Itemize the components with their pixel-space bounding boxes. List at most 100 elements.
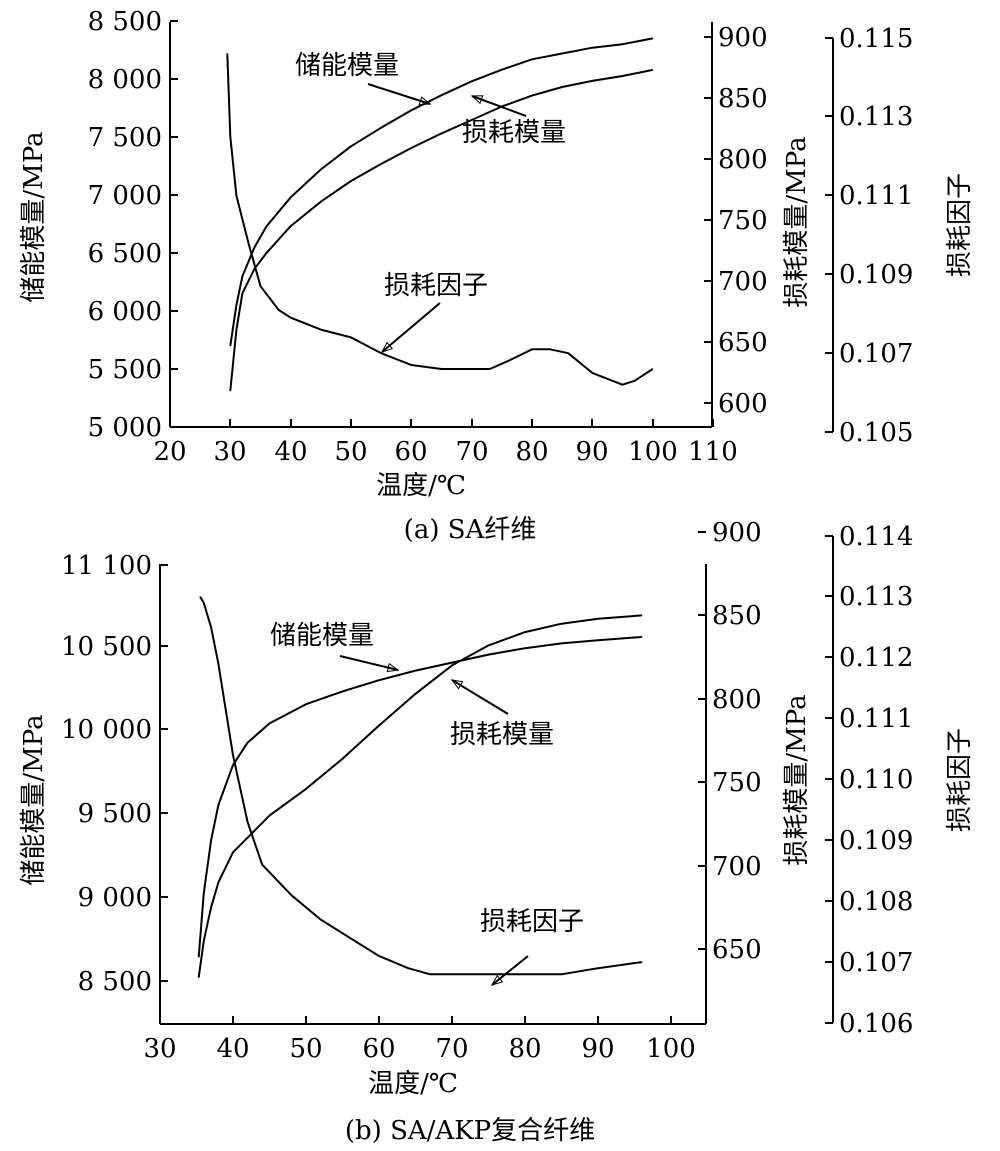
storage-modulus-point (290, 196, 292, 198)
loss-modulus-point (217, 881, 219, 883)
left-tick-label: 5 500 (88, 355, 162, 385)
left-axis-title: 储能模量/MPa (19, 714, 49, 885)
right2-tick-label: 0.107 (839, 948, 913, 978)
storage-modulus-point (501, 69, 503, 71)
right1-tick-label: 750 (712, 768, 762, 798)
loss-factor-point (278, 309, 280, 311)
storage-modulus-point (235, 304, 237, 306)
loss-factor-point (229, 135, 231, 138)
storage-modulus-point (241, 275, 243, 277)
right1-tick-label: 850 (712, 601, 762, 631)
x-tick-label: 90 (575, 437, 608, 467)
loss-modulus-line (197, 614, 642, 978)
storage-modulus-line (229, 37, 653, 346)
loss-factor-point (560, 973, 563, 975)
annotation-label: 损耗模量 (450, 720, 554, 750)
storage-modulus-point (641, 636, 643, 638)
loss-factor-point (210, 626, 212, 628)
x-axis-title: 温度/℃ (368, 1069, 458, 1099)
loss-factor-point (652, 368, 654, 370)
x-tick-label: 70 (435, 1034, 468, 1064)
loss-factor-point (531, 348, 533, 350)
x-tick-label: 30 (213, 437, 246, 467)
x-tick-label: 40 (274, 437, 307, 467)
annotation-arrow (367, 83, 431, 105)
loss-modulus-point (305, 788, 307, 790)
annotation-label: 损耗因子 (480, 907, 584, 937)
loss-factor-point (524, 973, 526, 975)
x-tick-label: 60 (394, 437, 427, 467)
loss-factor-point (621, 384, 624, 386)
loss-modulus-point (561, 86, 563, 88)
x-tick-label: 100 (646, 1034, 696, 1064)
loss-modulus-point (621, 75, 624, 77)
right1-tick-label: 900 (712, 518, 762, 548)
loss-modulus-point (265, 252, 268, 254)
loss-factor-point (567, 352, 569, 354)
left-tick-label: 10 500 (61, 632, 152, 662)
loss-modulus-point (414, 693, 417, 695)
loss-modulus-point (410, 147, 412, 149)
loss-factor-point (247, 242, 250, 244)
right2-tick-label: 0.111 (839, 181, 913, 211)
annotation-arrowhead (470, 95, 484, 105)
loss-factor-point (226, 53, 228, 55)
loss-modulus-point (451, 664, 453, 667)
loss-factor-point (232, 754, 234, 756)
x-tick-label: 50 (334, 437, 367, 467)
loss-factor-point (247, 821, 249, 823)
storage-modulus-point (253, 246, 256, 248)
right2-tick-label: 0.108 (839, 887, 913, 917)
right2-tick-label: 0.109 (839, 826, 913, 856)
annotation-arrow (381, 302, 441, 353)
storage-modulus-point (305, 703, 307, 705)
left-tick-label: 6 000 (88, 297, 162, 327)
annotation-label: 储能模量 (270, 621, 374, 651)
loss-factor-point (487, 973, 490, 975)
loss-factor-point (350, 336, 352, 339)
annotation-arrowhead (380, 341, 394, 353)
loss-factor-point (320, 918, 322, 921)
loss-factor-point (440, 368, 443, 370)
loss-factor-point (259, 285, 262, 287)
loss-factor-point (507, 360, 509, 362)
loss-factor-point (549, 348, 551, 350)
storage-modulus-point (652, 37, 654, 40)
annotation-arrowhead (386, 662, 400, 673)
loss-factor-point (591, 372, 593, 374)
loss-modulus-point (290, 225, 292, 227)
loss-factor-point (410, 364, 412, 366)
loss-modulus-point (378, 724, 380, 727)
loss-modulus-point (229, 390, 231, 392)
loss-factor-point (641, 961, 643, 963)
loss-modulus-line (229, 68, 653, 391)
chart-panel-b: 8 500 9 000 9 500 10 000 10 500 11 100 650 700 7… (19, 518, 975, 1146)
loss-factor-point (633, 380, 636, 382)
annotation-arrow (339, 655, 399, 671)
loss-modulus-point (471, 119, 473, 121)
left-tick-label: 9 000 (78, 883, 152, 913)
loss-modulus-point (524, 631, 526, 633)
loss-factor-line (199, 596, 642, 976)
right2-tick-label: 0.107 (839, 339, 913, 369)
loss-modulus-point (597, 618, 599, 620)
right2-tick-label: 0.115 (839, 24, 913, 54)
left-tick-label: 8 500 (88, 7, 162, 37)
x-tick-label: 110 (688, 437, 738, 467)
left-tick-label: 9 500 (78, 799, 152, 829)
loss-factor-point (290, 894, 292, 896)
storage-modulus-point (561, 52, 563, 55)
storage-modulus-point (198, 956, 200, 958)
loss-modulus-point (203, 940, 205, 942)
loss-factor-point (290, 317, 292, 319)
loss-factor-point (380, 352, 382, 354)
storage-modulus-point (210, 839, 212, 841)
left-tick-label: 7 000 (88, 181, 162, 211)
loss-factor-point (261, 864, 263, 866)
storage-modulus-point (621, 43, 624, 45)
storage-modulus-point (229, 345, 231, 347)
loss-modulus-point (531, 94, 533, 97)
loss-factor-point (199, 596, 201, 598)
x-axis-title: 温度/℃ (376, 471, 466, 501)
right1-tick-label: 700 (718, 267, 768, 297)
